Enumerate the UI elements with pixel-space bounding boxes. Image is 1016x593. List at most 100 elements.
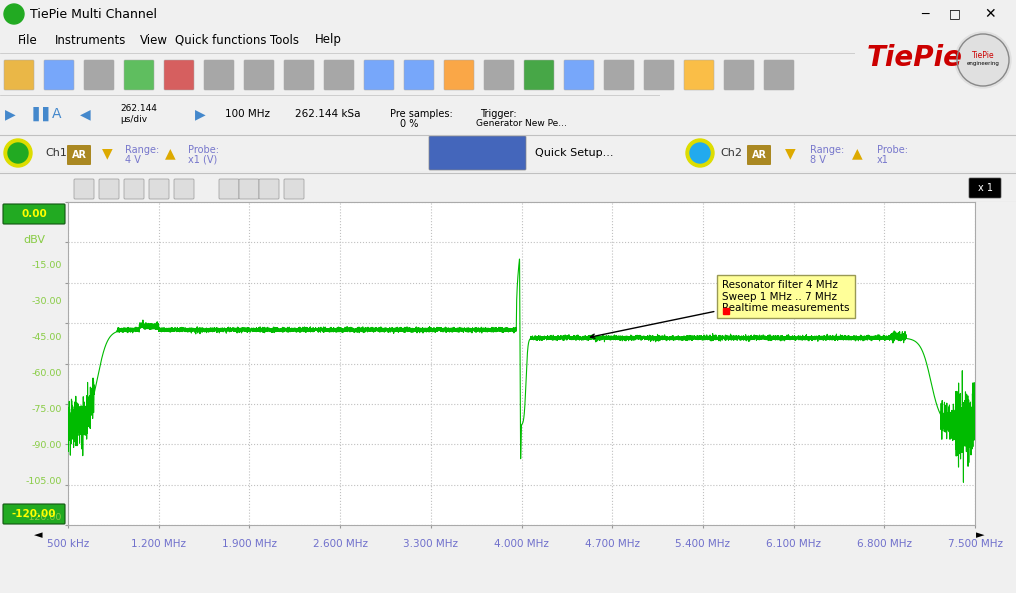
FancyBboxPatch shape [764, 60, 793, 90]
Text: File: File [18, 33, 38, 46]
Text: Resonator filter 4 MHz
Sweep 1 MHz .. 7 MHz
Realtime measurements: Resonator filter 4 MHz Sweep 1 MHz .. 7 … [590, 280, 849, 338]
Text: ►: ► [975, 530, 985, 540]
Text: ─: ─ [922, 8, 929, 21]
FancyBboxPatch shape [969, 178, 1001, 198]
FancyBboxPatch shape [724, 60, 754, 90]
Text: -30.00: -30.00 [31, 297, 62, 306]
Text: TiePie Multi Channel: TiePie Multi Channel [30, 8, 157, 21]
Text: Pre samples:: Pre samples: [390, 109, 453, 119]
Text: Probe:: Probe: [188, 145, 219, 155]
Text: 1.200 MHz: 1.200 MHz [131, 539, 186, 549]
Text: Ch1: Ch1 [45, 148, 67, 158]
Text: Quick functions: Quick functions [175, 33, 266, 46]
Text: engineering: engineering [966, 62, 1000, 66]
Text: ▼: ▼ [785, 146, 796, 160]
Text: x 1: x 1 [977, 183, 993, 193]
Circle shape [4, 139, 31, 167]
FancyBboxPatch shape [124, 60, 154, 90]
Circle shape [690, 143, 710, 163]
Text: Tools: Tools [270, 33, 299, 46]
Text: AR: AR [71, 150, 86, 160]
FancyBboxPatch shape [604, 60, 634, 90]
Text: 100 MHz: 100 MHz [225, 109, 270, 119]
FancyBboxPatch shape [164, 60, 194, 90]
Text: ▐▐: ▐▐ [28, 107, 49, 121]
Text: 500 kHz: 500 kHz [47, 539, 89, 549]
Text: 0 %: 0 % [400, 119, 419, 129]
FancyBboxPatch shape [429, 136, 526, 170]
FancyBboxPatch shape [524, 60, 554, 90]
Text: 7.500 MHz: 7.500 MHz [948, 539, 1003, 549]
Text: 1.900 MHz: 1.900 MHz [221, 539, 277, 549]
Text: View: View [140, 33, 168, 46]
FancyBboxPatch shape [644, 60, 674, 90]
FancyBboxPatch shape [174, 179, 194, 199]
Text: TiePie: TiePie [971, 52, 995, 60]
Text: TiePie: TiePie [867, 44, 963, 72]
FancyBboxPatch shape [284, 60, 314, 90]
FancyBboxPatch shape [67, 145, 91, 165]
FancyBboxPatch shape [219, 179, 239, 199]
FancyBboxPatch shape [364, 60, 394, 90]
Circle shape [686, 139, 714, 167]
FancyBboxPatch shape [149, 179, 169, 199]
Text: Instruments: Instruments [55, 33, 126, 46]
Text: dBV: dBV [23, 235, 45, 245]
FancyBboxPatch shape [404, 60, 434, 90]
Text: 262.144
μs/div: 262.144 μs/div [120, 104, 156, 124]
Text: -60.00: -60.00 [31, 369, 62, 378]
FancyBboxPatch shape [564, 60, 594, 90]
Text: 4.700 MHz: 4.700 MHz [584, 539, 640, 549]
Text: -120.00: -120.00 [12, 509, 56, 519]
Text: A: A [52, 107, 62, 121]
Text: ✕: ✕ [985, 7, 996, 21]
Text: Range:: Range: [125, 145, 160, 155]
Text: -75.00: -75.00 [31, 405, 62, 414]
Text: 6.800 MHz: 6.800 MHz [856, 539, 911, 549]
Circle shape [955, 32, 1011, 88]
Text: Generator New Pe...: Generator New Pe... [477, 120, 567, 129]
FancyBboxPatch shape [259, 179, 279, 199]
FancyBboxPatch shape [284, 179, 304, 199]
Text: -15.00: -15.00 [31, 262, 62, 270]
Text: ▲: ▲ [165, 146, 176, 160]
Text: Ch2: Ch2 [720, 148, 742, 158]
Text: 0.00: 0.00 [21, 209, 47, 219]
FancyBboxPatch shape [244, 60, 274, 90]
Text: ▶: ▶ [195, 107, 205, 121]
FancyBboxPatch shape [4, 60, 34, 90]
FancyBboxPatch shape [99, 179, 119, 199]
FancyBboxPatch shape [204, 60, 234, 90]
Text: x1: x1 [877, 155, 889, 165]
FancyBboxPatch shape [747, 145, 771, 165]
Text: ◄: ◄ [34, 530, 43, 540]
FancyBboxPatch shape [124, 179, 144, 199]
Text: -105.00: -105.00 [25, 477, 62, 486]
Text: 8 V: 8 V [810, 155, 826, 165]
FancyBboxPatch shape [3, 204, 65, 224]
FancyBboxPatch shape [84, 60, 114, 90]
Text: -120.00: -120.00 [25, 512, 62, 521]
Text: 3.300 MHz: 3.300 MHz [403, 539, 458, 549]
Circle shape [4, 4, 24, 24]
FancyBboxPatch shape [484, 60, 514, 90]
Text: 6.100 MHz: 6.100 MHz [766, 539, 821, 549]
Text: x1 (V): x1 (V) [188, 155, 217, 165]
Text: Probe:: Probe: [877, 145, 908, 155]
Text: ◀: ◀ [80, 107, 90, 121]
Text: 4.000 MHz: 4.000 MHz [494, 539, 549, 549]
Text: Trigger:: Trigger: [480, 109, 516, 119]
Text: 4 V: 4 V [125, 155, 141, 165]
Text: ●: ● [13, 148, 23, 158]
Text: 262.144 kSa: 262.144 kSa [295, 109, 361, 119]
FancyBboxPatch shape [324, 60, 354, 90]
Text: ▼: ▼ [102, 146, 113, 160]
Text: ▶: ▶ [5, 107, 15, 121]
Circle shape [8, 143, 28, 163]
FancyBboxPatch shape [3, 504, 65, 524]
FancyBboxPatch shape [684, 60, 714, 90]
Text: Range:: Range: [810, 145, 844, 155]
Text: Help: Help [315, 33, 341, 46]
FancyBboxPatch shape [239, 179, 259, 199]
Text: Quick Setup...: Quick Setup... [535, 148, 614, 158]
